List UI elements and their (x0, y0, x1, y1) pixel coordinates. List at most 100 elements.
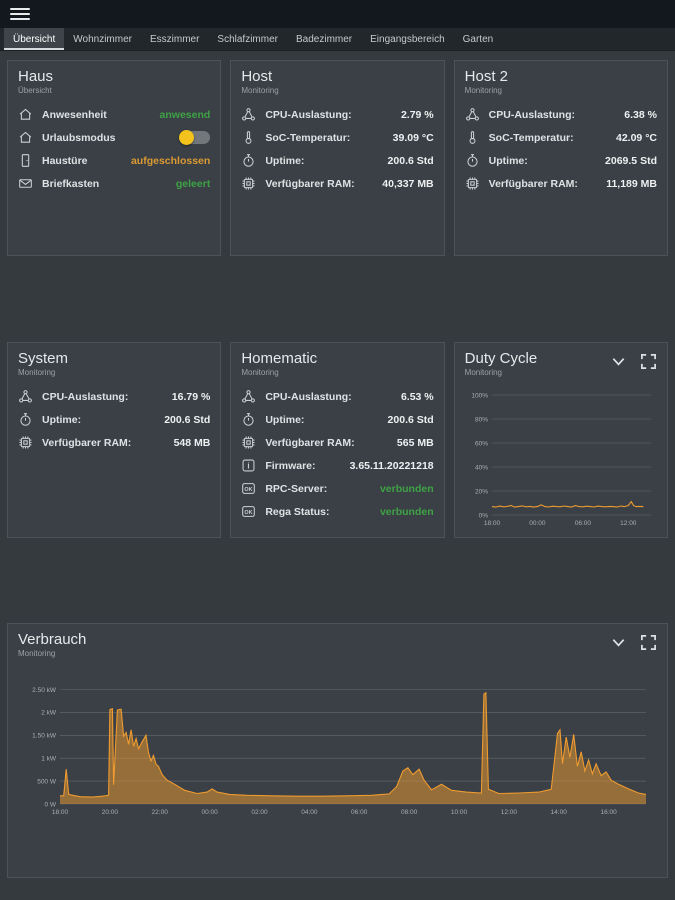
row-label: Anwesenheit (42, 108, 107, 121)
stat-label: Verfügbarer RAM: (488, 177, 578, 190)
tab-wohnzimmer[interactable]: Wohnzimmer (73, 33, 132, 45)
stat-row: OK Rega Status: verbunden (241, 500, 434, 523)
svg-text:OK: OK (245, 487, 253, 493)
stat-label: Uptime: (265, 154, 305, 167)
tab-garten[interactable]: Garten (462, 33, 494, 45)
thermometer-icon (241, 130, 256, 145)
svg-text:18:00: 18:00 (484, 520, 501, 527)
stat-label: CPU-Auslastung: (42, 390, 129, 403)
stat-label: Firmware: (265, 459, 316, 472)
stat-value: 200.6 Std (387, 413, 434, 426)
stat-label: Verfügbarer RAM: (265, 436, 355, 449)
svg-text:20%: 20% (475, 488, 488, 495)
stat-row: CPU-Auslastung: 6.38 % (465, 103, 657, 126)
svg-text:1 kW: 1 kW (41, 756, 57, 763)
tab-bar: Übersicht Wohnzimmer Esszimmer Schlafzim… (0, 28, 675, 51)
svg-text:i: i (248, 462, 250, 471)
stat-value: 548 MB (173, 436, 211, 449)
row-urlaubsmodus: Urlaubsmodus (18, 126, 211, 149)
ram-icon (241, 176, 256, 191)
stat-row: Uptime: 200.6 Std (241, 149, 434, 172)
stat-row: SoC-Temperatur: 39.09 °C (241, 126, 434, 149)
svg-text:08:00: 08:00 (401, 809, 418, 816)
svg-text:20:00: 20:00 (102, 809, 119, 816)
stat-row: Verfügbarer RAM: 40,337 MB (241, 172, 434, 195)
stat-value: verbunden (379, 482, 434, 495)
row-value: anwesend (159, 108, 211, 121)
card-title: Verbrauch (18, 631, 87, 648)
svg-text:12:00: 12:00 (620, 520, 637, 527)
mailbox-icon (18, 176, 33, 191)
svg-text:06:00: 06:00 (351, 809, 368, 816)
svg-text:60%: 60% (475, 440, 488, 447)
ram-icon (465, 176, 480, 191)
stat-value: verbunden (379, 505, 434, 518)
row-label: Haustüre (42, 154, 88, 167)
row-value: geleert (175, 177, 211, 190)
row-anwesenheit: Anwesenheit anwesend (18, 103, 210, 126)
card-subtitle: Monitoring (18, 368, 56, 377)
svg-text:100%: 100% (471, 392, 488, 399)
stat-label: CPU-Auslastung: (488, 108, 575, 121)
card-host: Host Monitoring CPU-Auslastung: 2.79 % S… (230, 60, 445, 256)
row-label: Urlaubsmodus (42, 131, 116, 144)
chevron-down-icon[interactable] (610, 634, 627, 651)
stat-label: CPU-Auslastung: (265, 390, 352, 403)
card-duty-cycle: Duty Cycle Monitoring 0% 20% 40% 60% 80% 100%… (453, 342, 668, 538)
card-title: System (18, 350, 69, 367)
svg-text:1.50 kW: 1.50 kW (32, 733, 57, 740)
hamburger-menu-icon[interactable] (10, 5, 30, 23)
card-homematic: Homematic Monitoring CPU-Auslastung: 6.5… (230, 342, 445, 538)
stat-label: Verfügbarer RAM: (42, 436, 132, 449)
ram-icon (18, 435, 33, 450)
duty-cycle-chart: 0% 20% 40% 60% 80% 100% 18:00 00:00 06:00 12:00 (471, 392, 651, 527)
card-subtitle: Monitoring (464, 86, 503, 95)
urlaubsmodus-toggle[interactable] (179, 130, 211, 145)
fullscreen-icon[interactable] (640, 353, 657, 370)
card-title: Host (241, 68, 273, 85)
tab-schlafzimmer[interactable]: Schlafzimmer (217, 33, 278, 45)
cpu-icon (18, 389, 33, 404)
stat-row: Verfügbarer RAM: 548 MB (18, 431, 210, 454)
stat-value: 42.09 °C (616, 131, 657, 144)
clock-icon (241, 412, 256, 427)
stat-value: 11,189 MB (606, 177, 657, 190)
stat-value: 39.09 °C (392, 131, 434, 144)
ok-icon: OK (241, 504, 256, 519)
stat-row: Verfügbarer RAM: 565 MB (241, 431, 434, 454)
info-icon: i (241, 458, 256, 473)
card-title: Haus (18, 68, 54, 85)
house-icon (18, 130, 33, 145)
svg-text:06:00: 06:00 (574, 520, 591, 527)
stat-row: CPU-Auslastung: 16.79 % (18, 385, 210, 408)
stat-value: 16.79 % (171, 390, 211, 403)
tab-uebersicht[interactable]: Übersicht (4, 28, 65, 50)
tab-esszimmer[interactable]: Esszimmer (149, 33, 200, 45)
stat-value: 2.79 % (400, 108, 434, 121)
tab-eingangsbereich[interactable]: Eingangsbereich (370, 33, 445, 45)
toggle-knob (179, 130, 195, 145)
stat-row: CPU-Auslastung: 6.53 % (241, 385, 434, 408)
clock-icon (465, 153, 480, 168)
door-icon (18, 153, 33, 168)
card-subtitle: Monitoring (241, 86, 279, 95)
stat-value: 200.6 Std (164, 413, 211, 426)
svg-text:16:00: 16:00 (600, 809, 617, 816)
stat-value: 6.53 % (400, 390, 434, 403)
card-verbrauch: Verbrauch Monitoring 0 W 500 W 1 kW 1.50 kW… (7, 623, 668, 878)
svg-text:00:00: 00:00 (201, 809, 218, 816)
svg-text:500 W: 500 W (37, 778, 57, 785)
stat-row: Uptime: 2069.5 Std (465, 149, 657, 172)
verbrauch-chart: 0 W 500 W 1 kW 1.50 kW 2 kW 2.50 kW 18:00 20:00… (32, 687, 647, 816)
stat-label: SoC-Temperatur: (488, 131, 574, 144)
house-icon (18, 107, 33, 122)
stat-label: SoC-Temperatur: (265, 131, 351, 144)
stat-value: 2069.5 Std (605, 154, 657, 167)
svg-text:10:00: 10:00 (451, 809, 468, 816)
svg-text:2 kW: 2 kW (41, 710, 57, 717)
svg-text:04:00: 04:00 (301, 809, 318, 816)
card-title: Host 2 (464, 68, 509, 85)
tab-badezimmer[interactable]: Badezimmer (296, 33, 353, 45)
chevron-down-icon[interactable] (610, 353, 627, 370)
fullscreen-icon[interactable] (640, 634, 657, 651)
